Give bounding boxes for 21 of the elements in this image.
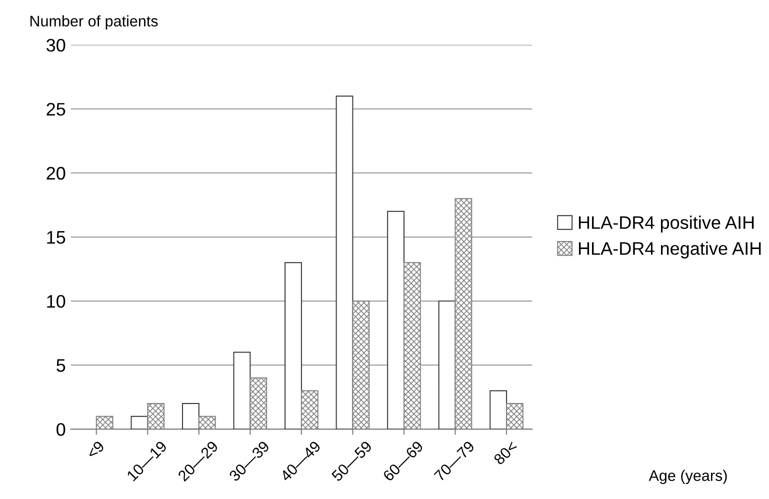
bar [438,300,456,430]
bar [284,262,302,430]
bar [336,96,354,430]
bar [490,390,507,430]
bar [182,403,200,430]
y-tick-label: 25 [46,102,66,116]
text: Age (years) [648,470,727,484]
y-tick-label: 5 [56,359,66,372]
y-tick-label: 20 [46,166,66,180]
legend-label: HLA-DR4 negative AIH [578,242,761,258]
x-tick-label: 80< [493,440,518,466]
legend-label: HLA-DR4 positive AIH [578,216,754,233]
y-tick-label: 0 [56,423,66,436]
bar [130,416,148,430]
bar [387,210,404,430]
y-axis-title: Number of patients [30,15,158,30]
y-tick-label: 15 [47,231,66,244]
y-tick-label: 10 [47,295,66,308]
x-tick-label: <9 [86,440,105,460]
bar [233,352,251,430]
y-tick-label: 30 [46,38,66,52]
